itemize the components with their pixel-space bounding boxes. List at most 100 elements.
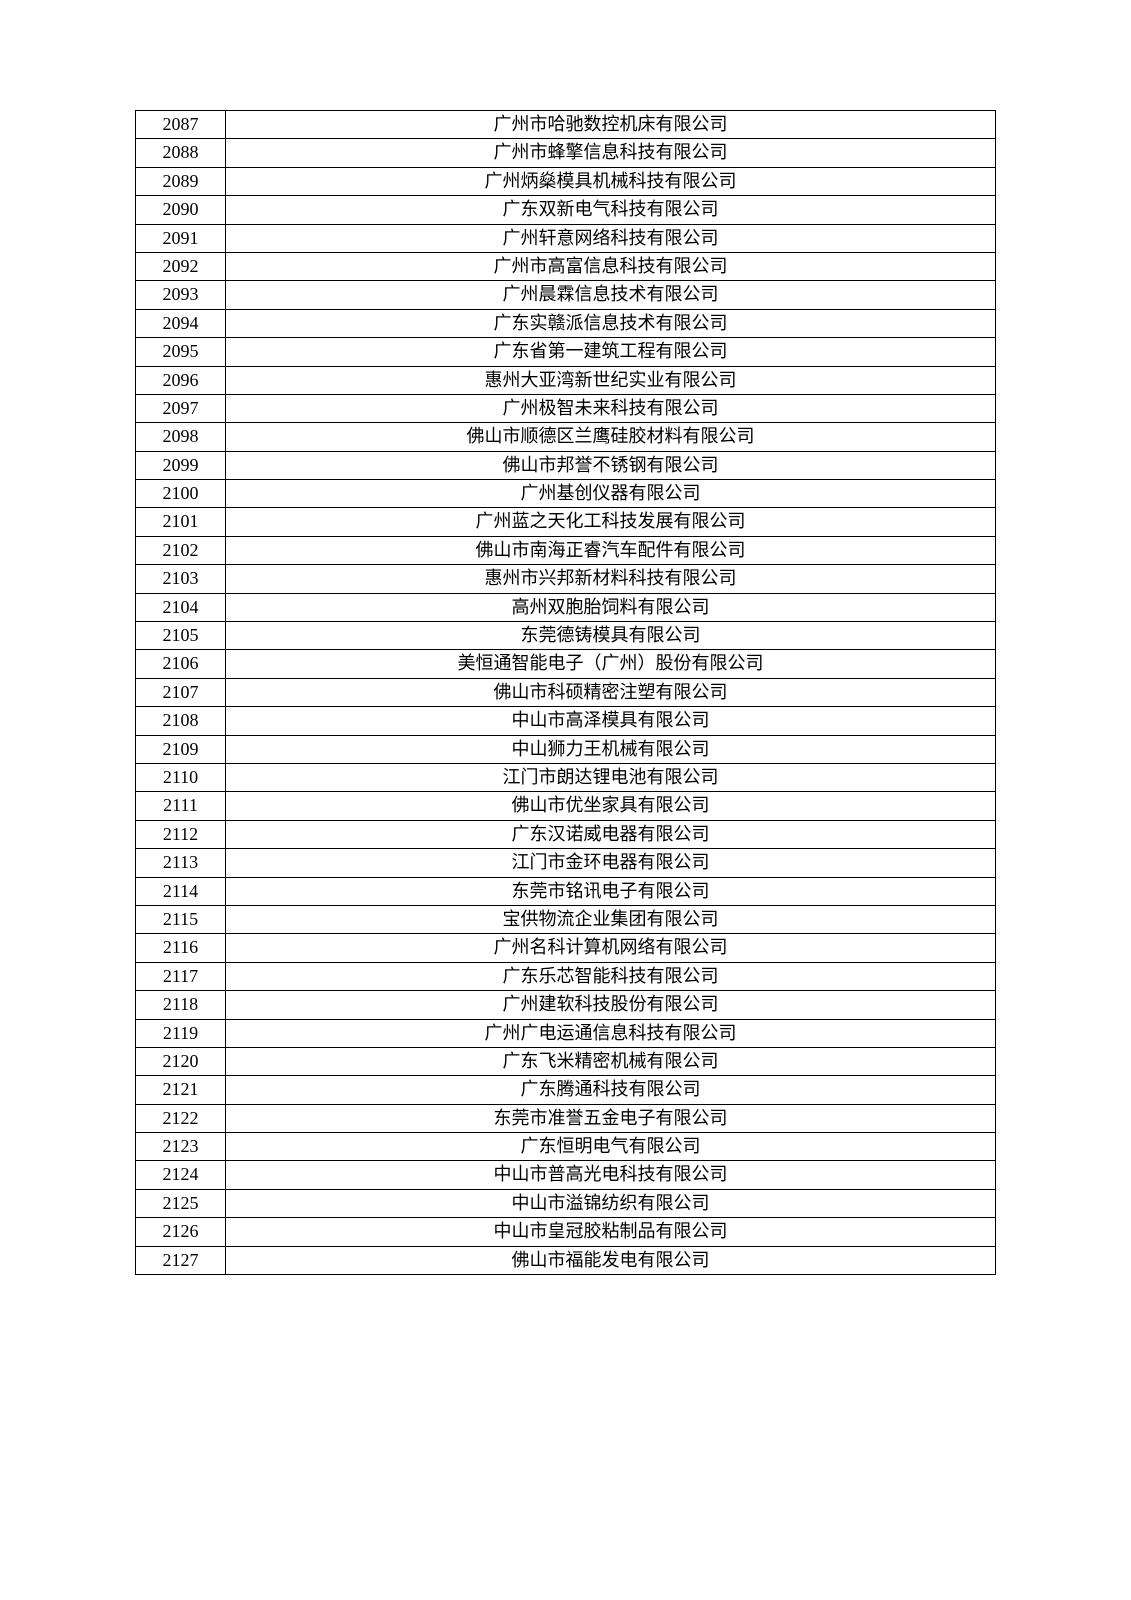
row-index: 2113	[136, 849, 226, 877]
row-index: 2127	[136, 1246, 226, 1274]
table-row: 2126中山市皇冠胶粘制品有限公司	[136, 1218, 996, 1246]
row-company-name: 中山市普高光电科技有限公司	[226, 1161, 996, 1189]
row-index: 2125	[136, 1189, 226, 1217]
row-index: 2126	[136, 1218, 226, 1246]
row-index: 2094	[136, 309, 226, 337]
row-index: 2090	[136, 196, 226, 224]
row-index: 2101	[136, 508, 226, 536]
table-row: 2102佛山市南海正睿汽车配件有限公司	[136, 536, 996, 564]
row-company-name: 广州轩意网络科技有限公司	[226, 224, 996, 252]
row-index: 2105	[136, 622, 226, 650]
table-row: 2124中山市普高光电科技有限公司	[136, 1161, 996, 1189]
table-row: 2127佛山市福能发电有限公司	[136, 1246, 996, 1274]
table-row: 2091广州轩意网络科技有限公司	[136, 224, 996, 252]
row-index: 2108	[136, 707, 226, 735]
row-index: 2103	[136, 565, 226, 593]
table-row: 2107佛山市科硕精密注塑有限公司	[136, 678, 996, 706]
table-row: 2119广州广电运通信息科技有限公司	[136, 1019, 996, 1047]
row-company-name: 中山市皇冠胶粘制品有限公司	[226, 1218, 996, 1246]
table-row: 2114东莞市铭讯电子有限公司	[136, 877, 996, 905]
row-index: 2099	[136, 451, 226, 479]
table-row: 2115宝供物流企业集团有限公司	[136, 905, 996, 933]
row-index: 2104	[136, 593, 226, 621]
row-company-name: 广东恒明电气有限公司	[226, 1133, 996, 1161]
row-index: 2116	[136, 934, 226, 962]
table-row: 2097广州极智未来科技有限公司	[136, 394, 996, 422]
table-body: 2087广州市哈驰数控机床有限公司2088广州市蜂擎信息科技有限公司2089广州…	[136, 111, 996, 1275]
table-row: 2094广东实赣派信息技术有限公司	[136, 309, 996, 337]
row-company-name: 佛山市福能发电有限公司	[226, 1246, 996, 1274]
table-row: 2123广东恒明电气有限公司	[136, 1133, 996, 1161]
row-index: 2097	[136, 394, 226, 422]
table-row: 2109中山狮力王机械有限公司	[136, 735, 996, 763]
row-index: 2087	[136, 111, 226, 139]
row-company-name: 广东实赣派信息技术有限公司	[226, 309, 996, 337]
company-listing-table: 2087广州市哈驰数控机床有限公司2088广州市蜂擎信息科技有限公司2089广州…	[135, 110, 996, 1275]
row-company-name: 高州双胞胎饲料有限公司	[226, 593, 996, 621]
row-company-name: 惠州市兴邦新材料科技有限公司	[226, 565, 996, 593]
row-company-name: 广东乐芯智能科技有限公司	[226, 962, 996, 990]
row-company-name: 广州名科计算机网络有限公司	[226, 934, 996, 962]
row-index: 2114	[136, 877, 226, 905]
row-index: 2089	[136, 167, 226, 195]
row-company-name: 江门市金环电器有限公司	[226, 849, 996, 877]
table-row: 2093广州晨霖信息技术有限公司	[136, 281, 996, 309]
row-index: 2119	[136, 1019, 226, 1047]
row-company-name: 广州广电运通信息科技有限公司	[226, 1019, 996, 1047]
table-row: 2095广东省第一建筑工程有限公司	[136, 338, 996, 366]
row-company-name: 惠州大亚湾新世纪实业有限公司	[226, 366, 996, 394]
table-row: 2099佛山市邦誉不锈钢有限公司	[136, 451, 996, 479]
row-company-name: 广州基创仪器有限公司	[226, 480, 996, 508]
table-row: 2116广州名科计算机网络有限公司	[136, 934, 996, 962]
row-index: 2123	[136, 1133, 226, 1161]
table-row: 2088广州市蜂擎信息科技有限公司	[136, 139, 996, 167]
row-index: 2120	[136, 1047, 226, 1075]
row-index: 2112	[136, 820, 226, 848]
row-index: 2098	[136, 423, 226, 451]
table-row: 2112广东汉诺威电器有限公司	[136, 820, 996, 848]
row-index: 2115	[136, 905, 226, 933]
row-company-name: 广东双新电气科技有限公司	[226, 196, 996, 224]
table-row: 2108中山市高泽模具有限公司	[136, 707, 996, 735]
row-company-name: 美恒通智能电子（广州）股份有限公司	[226, 650, 996, 678]
table-row: 2096惠州大亚湾新世纪实业有限公司	[136, 366, 996, 394]
row-index: 2092	[136, 252, 226, 280]
table-row: 2111佛山市优坐家具有限公司	[136, 792, 996, 820]
row-company-name: 广州晨霖信息技术有限公司	[226, 281, 996, 309]
row-index: 2106	[136, 650, 226, 678]
row-index: 2124	[136, 1161, 226, 1189]
row-index: 2088	[136, 139, 226, 167]
table-row: 2110江门市朗达锂电池有限公司	[136, 763, 996, 791]
row-company-name: 中山市溢锦纺织有限公司	[226, 1189, 996, 1217]
row-company-name: 广州蓝之天化工科技发展有限公司	[226, 508, 996, 536]
row-index: 2110	[136, 763, 226, 791]
table-row: 2090广东双新电气科技有限公司	[136, 196, 996, 224]
row-index: 2095	[136, 338, 226, 366]
row-index: 2122	[136, 1104, 226, 1132]
row-company-name: 佛山市优坐家具有限公司	[226, 792, 996, 820]
row-index: 2117	[136, 962, 226, 990]
table-row: 2106美恒通智能电子（广州）股份有限公司	[136, 650, 996, 678]
table-row: 2121广东腾通科技有限公司	[136, 1076, 996, 1104]
row-company-name: 广州市哈驰数控机床有限公司	[226, 111, 996, 139]
row-index: 2091	[136, 224, 226, 252]
row-company-name: 中山市高泽模具有限公司	[226, 707, 996, 735]
table-row: 2118广州建软科技股份有限公司	[136, 991, 996, 1019]
row-company-name: 佛山市科硕精密注塑有限公司	[226, 678, 996, 706]
row-company-name: 广东汉诺威电器有限公司	[226, 820, 996, 848]
table-row: 2087广州市哈驰数控机床有限公司	[136, 111, 996, 139]
table-row: 2125中山市溢锦纺织有限公司	[136, 1189, 996, 1217]
table-row: 2092广州市高富信息科技有限公司	[136, 252, 996, 280]
table-row: 2120广东飞米精密机械有限公司	[136, 1047, 996, 1075]
row-company-name: 广州市高富信息科技有限公司	[226, 252, 996, 280]
table-row: 2104高州双胞胎饲料有限公司	[136, 593, 996, 621]
table-row: 2100广州基创仪器有限公司	[136, 480, 996, 508]
row-company-name: 广东腾通科技有限公司	[226, 1076, 996, 1104]
row-company-name: 中山狮力王机械有限公司	[226, 735, 996, 763]
row-company-name: 东莞德铸模具有限公司	[226, 622, 996, 650]
row-index: 2093	[136, 281, 226, 309]
row-company-name: 广东飞米精密机械有限公司	[226, 1047, 996, 1075]
row-index: 2118	[136, 991, 226, 1019]
row-index: 2107	[136, 678, 226, 706]
table-row: 2113江门市金环电器有限公司	[136, 849, 996, 877]
